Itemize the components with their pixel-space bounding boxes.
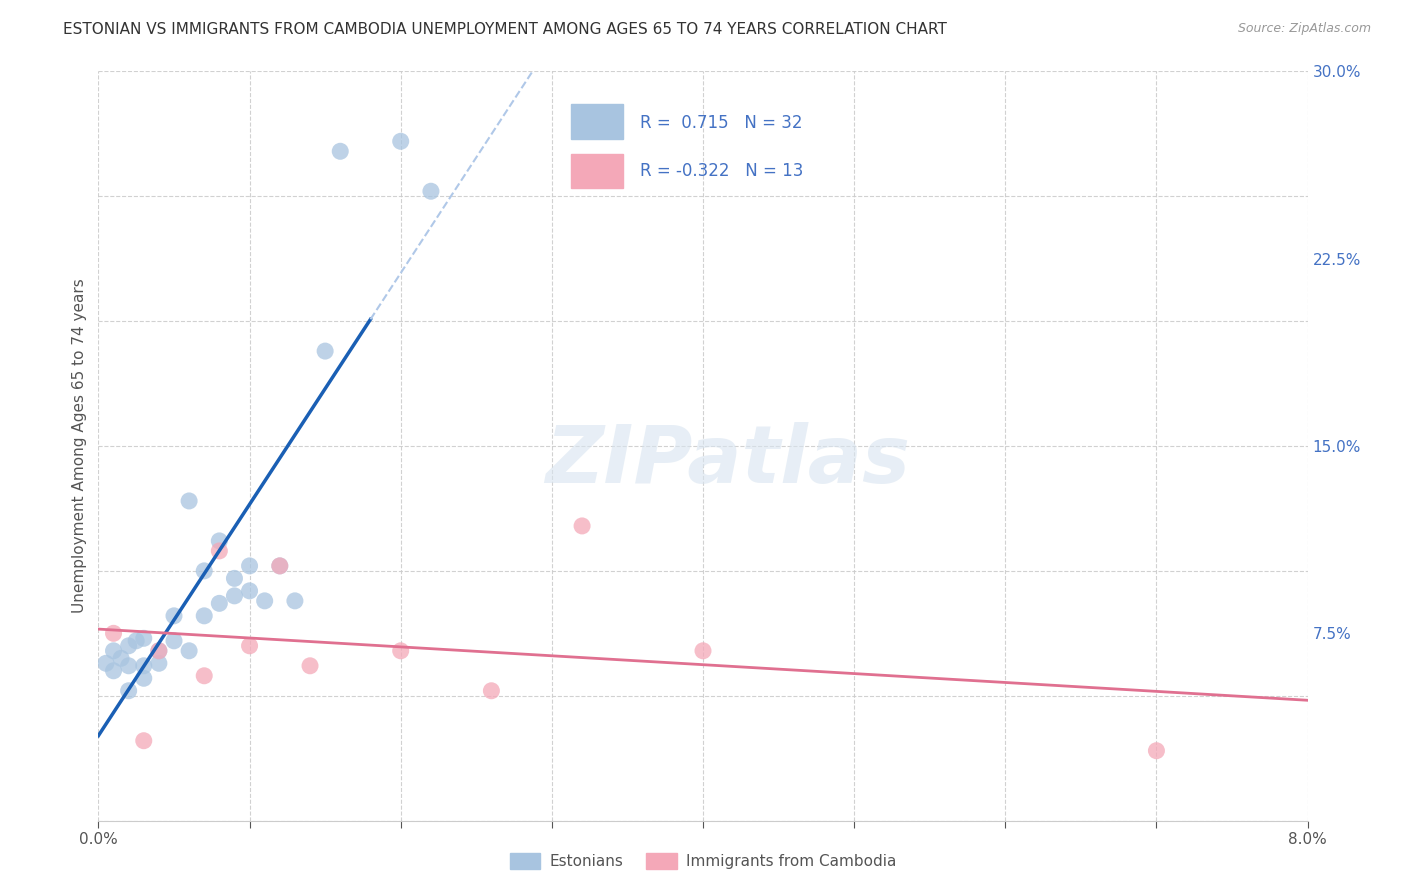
Point xyxy=(389,134,412,148)
Point xyxy=(148,644,170,658)
Point xyxy=(193,669,215,683)
Point xyxy=(208,544,231,558)
Point xyxy=(239,558,262,573)
Point xyxy=(269,558,291,573)
Point xyxy=(193,564,215,578)
Text: ZIPatlas: ZIPatlas xyxy=(544,422,910,500)
Point xyxy=(253,594,276,608)
Point xyxy=(103,644,125,658)
Point xyxy=(118,639,141,653)
Point xyxy=(299,658,322,673)
Point xyxy=(571,519,593,533)
Point xyxy=(208,596,231,610)
Point xyxy=(193,608,215,623)
Point xyxy=(692,644,714,658)
Point xyxy=(481,683,503,698)
Point xyxy=(148,657,170,671)
Point xyxy=(224,589,246,603)
Legend: Estonians, Immigrants from Cambodia: Estonians, Immigrants from Cambodia xyxy=(503,847,903,875)
Point xyxy=(420,184,443,198)
Point xyxy=(269,558,291,573)
Point xyxy=(179,494,201,508)
Point xyxy=(239,639,262,653)
Point xyxy=(103,664,125,678)
Point xyxy=(94,657,117,671)
Point xyxy=(125,633,148,648)
Point xyxy=(132,632,155,646)
Point xyxy=(110,651,132,665)
Point xyxy=(103,626,125,640)
Point xyxy=(132,671,155,685)
Point xyxy=(329,145,352,159)
Text: ESTONIAN VS IMMIGRANTS FROM CAMBODIA UNEMPLOYMENT AMONG AGES 65 TO 74 YEARS CORR: ESTONIAN VS IMMIGRANTS FROM CAMBODIA UNE… xyxy=(63,22,948,37)
Point xyxy=(208,533,231,548)
Point xyxy=(132,733,155,747)
Point xyxy=(118,658,141,673)
Point xyxy=(163,608,186,623)
Text: Source: ZipAtlas.com: Source: ZipAtlas.com xyxy=(1237,22,1371,36)
Y-axis label: Unemployment Among Ages 65 to 74 years: Unemployment Among Ages 65 to 74 years xyxy=(72,278,87,614)
Point xyxy=(118,683,141,698)
Point xyxy=(1146,744,1168,758)
Point xyxy=(389,644,412,658)
Point xyxy=(148,644,170,658)
Point xyxy=(284,594,307,608)
Point xyxy=(179,644,201,658)
Point xyxy=(224,571,246,585)
Point xyxy=(132,658,155,673)
Point xyxy=(163,633,186,648)
Point xyxy=(314,344,336,359)
Point xyxy=(239,583,262,598)
